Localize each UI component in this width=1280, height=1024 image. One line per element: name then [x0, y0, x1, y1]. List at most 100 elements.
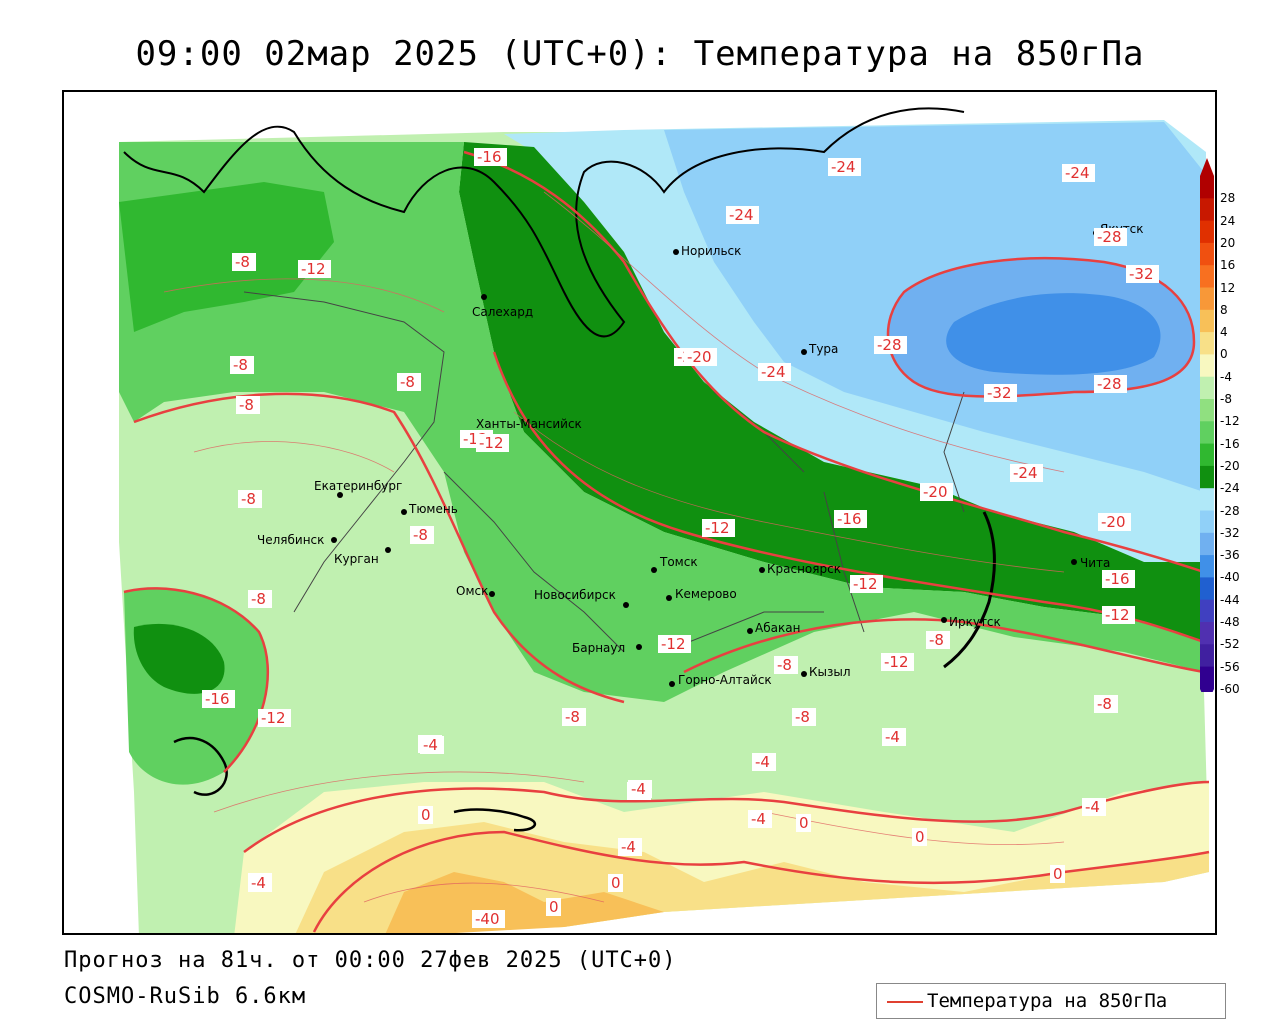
contour-label: -12: [1105, 606, 1130, 624]
colorbar-tick-label: -44: [1220, 592, 1240, 607]
contour-label-bg: [1050, 865, 1065, 883]
contour-label: -16: [477, 148, 502, 166]
map-panel: Салехард Норильск Якутск Тура Ханты-Манс…: [62, 90, 1217, 935]
city-omsk: Омск: [456, 584, 488, 598]
contour-label: -16: [1105, 570, 1130, 588]
contour-label-bg: [202, 690, 235, 708]
colorbar-swatch: [1200, 599, 1214, 623]
contour-label: -8: [239, 396, 254, 414]
contour-label: -20: [1101, 513, 1126, 531]
city-tura: Тура: [808, 342, 838, 356]
city-kyzyl: Кызыл: [809, 665, 851, 679]
city-dot: [759, 567, 765, 573]
colorbar-tick-label: 0: [1220, 347, 1228, 362]
contour-label: -8: [777, 656, 792, 674]
contour-label-bg: [397, 373, 421, 391]
temperature-map: [119, 107, 1210, 933]
contour-label: -28: [1097, 228, 1122, 246]
colorbar-swatch: [1200, 332, 1214, 355]
contour-label: -4: [423, 736, 438, 754]
contour-label: -8: [235, 253, 250, 271]
colorbar-tick-label: -56: [1220, 659, 1240, 674]
contour-label-bg: [232, 253, 256, 271]
contour-label: -24: [1065, 164, 1090, 182]
contour-label: -28: [877, 336, 902, 354]
contour-label: -8: [413, 526, 428, 544]
city-markers: Салехард Норильск Якутск Тура Ханты-Манс…: [257, 222, 1144, 687]
contour-label: -12: [301, 260, 326, 278]
colorbar-arrow-top: [1200, 158, 1214, 176]
city-dot: [636, 644, 642, 650]
contour-label-bg: [658, 635, 691, 653]
contour-label: -16: [205, 690, 230, 708]
model-info: COSMO-RuSib 6.6км: [64, 984, 307, 1009]
colorbar-tick-label: 20: [1220, 235, 1236, 250]
contour-label-bg: [298, 260, 331, 278]
colorbar-tick-label: -24: [1220, 481, 1240, 496]
colorbar-swatch: [1200, 465, 1214, 489]
contour-label-bg: [418, 806, 433, 824]
colorbar-tick-label: -32: [1220, 525, 1240, 540]
colorbar-tick-label: 12: [1220, 280, 1236, 295]
coastline: [123, 107, 965, 338]
contour-label-bg: [984, 384, 1017, 402]
city-dot: [651, 567, 657, 573]
contour-label-bg: [752, 753, 776, 771]
city-dot: [673, 249, 679, 255]
city-barnaul: Барнаул: [572, 641, 625, 655]
colorbar-tick-label: -4: [1220, 369, 1232, 384]
contour-label: -12: [884, 653, 909, 671]
city-dot: [401, 509, 407, 515]
contour-label: 0: [549, 898, 559, 916]
contour-label-bg: [236, 396, 260, 414]
contour-label: -24: [831, 158, 856, 176]
contour-label: 0: [1053, 865, 1063, 883]
contour-label: -4: [755, 753, 770, 771]
contour-label-bg: [748, 810, 772, 828]
city-dot: [666, 595, 672, 601]
contour-label-bg: [726, 206, 759, 224]
contour-label: -8: [233, 356, 248, 374]
contour-label-bg: [1102, 606, 1135, 624]
contour-label: -8: [565, 708, 580, 726]
contour-label-bg: [1098, 513, 1131, 531]
colorbar-swatch: [1200, 666, 1214, 690]
colorbar-swatch: [1200, 532, 1214, 556]
colorbar-swatch: [1200, 555, 1214, 578]
legend-line-swatch: [887, 1001, 923, 1003]
colorbar-swatch: [1200, 176, 1214, 199]
city-tyumen: Тюмень: [408, 502, 458, 516]
colorbar-swatch: [1200, 309, 1214, 333]
contour-label-bg: [230, 356, 254, 374]
contour-label: -12: [661, 635, 686, 653]
contour-label-bg: [926, 631, 950, 649]
contour-label-bg: [248, 874, 272, 892]
city-kurgan: Курган: [334, 552, 379, 566]
contour-label-bg: [420, 736, 444, 754]
cold-core-dark: [946, 293, 1161, 375]
city-dot: [801, 671, 807, 677]
city-dot: [747, 628, 753, 634]
caspian-coast: [173, 736, 228, 796]
contour-label: -4: [631, 780, 646, 798]
contour-label: 0: [611, 874, 621, 892]
city-novosibirsk: Новосибирск: [534, 588, 616, 602]
colorbar-tick-label: 8: [1220, 302, 1228, 317]
contour-label-bg: [796, 814, 811, 832]
colorbar-tick-label: 24: [1220, 213, 1236, 228]
city-dot: [481, 294, 487, 300]
contour-label-bg: [628, 780, 652, 798]
city-abakan: Абакан: [755, 621, 800, 635]
contour-label-bg: [238, 490, 262, 508]
colorbar-tick-label: 28: [1220, 191, 1236, 206]
contour-label-bg: [834, 510, 867, 528]
colorbar-swatch: [1200, 577, 1214, 601]
city-yekaterinburg: Екатеринбург: [314, 479, 402, 493]
forecast-info: Прогноз на 81ч. от 00:00 27фев 2025 (UTC…: [64, 948, 677, 973]
colorbar-tick-label: -8: [1220, 392, 1232, 406]
contour-label-bg: [850, 575, 883, 593]
colorbar-swatch: [1200, 242, 1214, 266]
contour-label: -32: [1129, 265, 1154, 283]
colorbar-arrow-bottom: [1200, 688, 1214, 692]
contour-label: -8: [1097, 695, 1112, 713]
